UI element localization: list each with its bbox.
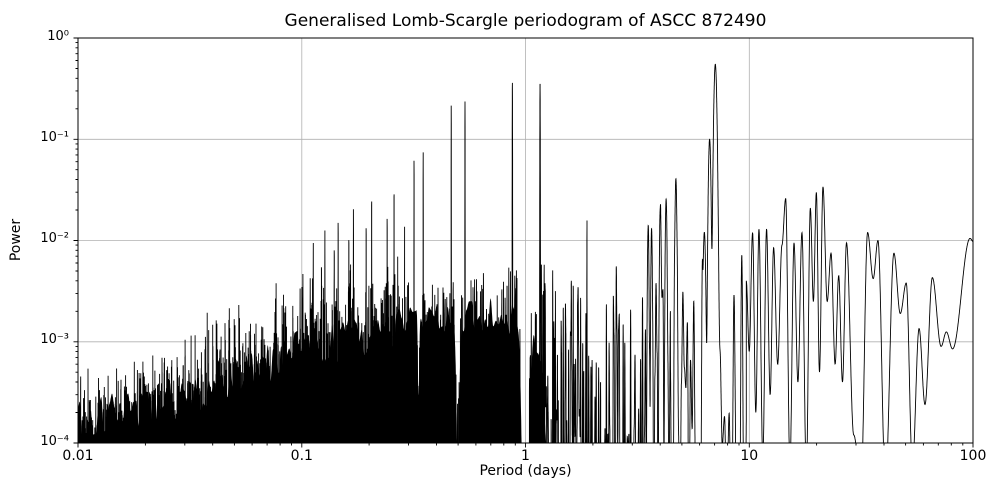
y-tick-label: 10⁻¹ <box>40 129 69 145</box>
axis-ticks <box>73 37 974 448</box>
y-tick-label: 10⁰ <box>47 28 69 44</box>
chart-title: Generalised Lomb-Scargle periodogram of … <box>284 11 767 31</box>
y-tick-label: 10⁻² <box>40 231 69 246</box>
y-tick-label: 10⁻³ <box>40 332 69 348</box>
x-axis-label: Period (days) <box>479 463 572 479</box>
x-tick-label: 0.1 <box>290 448 313 464</box>
periodogram-line <box>78 63 973 443</box>
y-tick-label: 10⁻⁴ <box>40 433 69 449</box>
x-tick-label: 1 <box>521 448 530 464</box>
x-tick-label: 100 <box>959 448 987 464</box>
x-tick-label: 0.01 <box>62 448 94 464</box>
axes-spines <box>77 37 974 444</box>
x-tick-label: 10 <box>740 448 759 464</box>
